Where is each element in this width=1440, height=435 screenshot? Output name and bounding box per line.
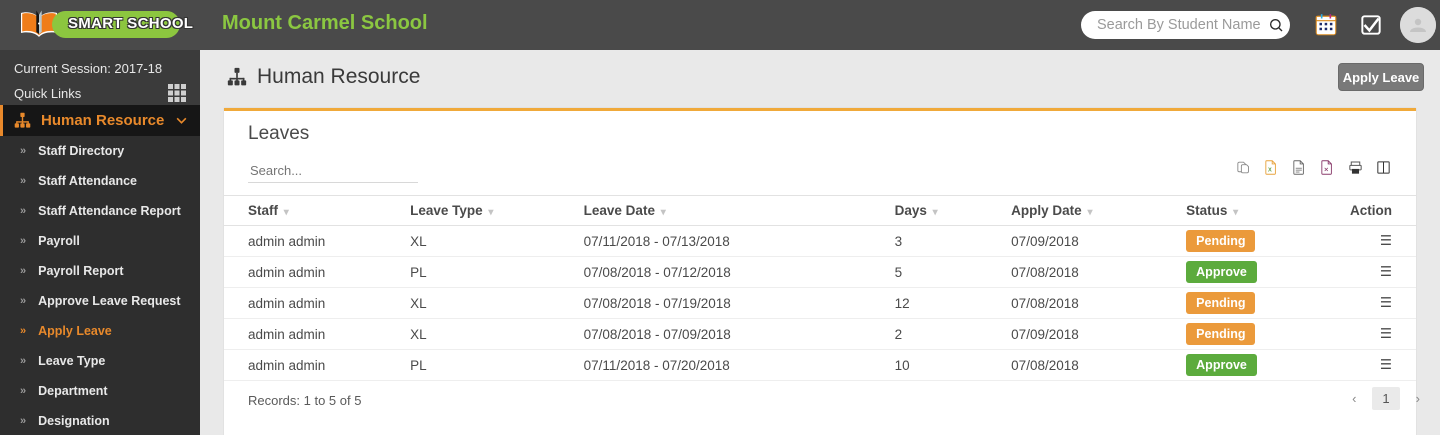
svg-text:X: X — [1268, 167, 1272, 173]
